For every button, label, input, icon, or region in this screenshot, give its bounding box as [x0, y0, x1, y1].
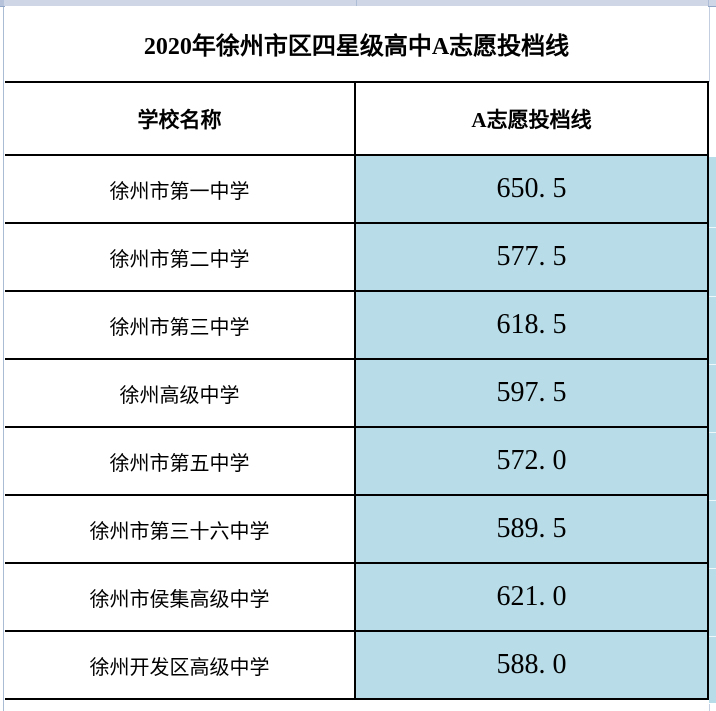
sheet-corner-cell	[0, 0, 4, 6]
score-cell: 597. 5	[354, 358, 709, 428]
score-cell: 577. 5	[354, 222, 709, 292]
table-row: 徐州市第三十六中学 589. 5	[5, 494, 709, 564]
table-row: 徐州开发区高级中学 588. 0	[5, 630, 709, 700]
school-name-cell: 徐州市第三十六中学	[5, 494, 356, 564]
school-name-cell: 徐州市第三中学	[5, 290, 356, 360]
score-cell: 588. 0	[354, 630, 709, 700]
sheet-row-gridline	[709, 500, 716, 501]
sheet-row-gridline	[709, 296, 716, 297]
table-header-row: 学校名称 A志愿投档线	[5, 81, 709, 156]
sheet-right-gridline	[709, 704, 710, 711]
school-name-cell: 徐州市第五中学	[5, 426, 356, 496]
table-title-row: 2020年徐州市区四星级高中A志愿投档线	[5, 6, 708, 82]
sheet-row-gridline	[709, 568, 716, 569]
column-header-school: 学校名称	[5, 81, 356, 156]
school-name-cell: 徐州市第二中学	[5, 222, 356, 292]
sheet-row-gridline	[709, 364, 716, 365]
table-row: 徐州市第三中学 618. 5	[5, 290, 709, 360]
school-name-cell: 徐州市第一中学	[5, 154, 356, 224]
sheet-left-gridline	[3, 7, 4, 711]
sheet-column-gridline-tick	[708, 0, 709, 6]
table-row: 徐州市侯集高级中学 621. 0	[5, 562, 709, 632]
table-row: 徐州市第五中学 572. 0	[5, 426, 709, 496]
table-row: 徐州市第一中学 650. 5	[5, 154, 709, 224]
cropped-right-column	[709, 157, 716, 703]
score-cell: 589. 5	[354, 494, 709, 564]
score-cell: 650. 5	[354, 154, 709, 224]
table-row: 徐州市第二中学 577. 5	[5, 222, 709, 292]
sheet-row-gridline	[709, 636, 716, 637]
sheet-row-gridline	[709, 432, 716, 433]
school-name-cell: 徐州开发区高级中学	[5, 630, 356, 700]
page-title: 2020年徐州市区四星级高中A志愿投档线	[5, 6, 708, 82]
score-cell: 621. 0	[354, 562, 709, 632]
sheet-row-gridline	[709, 227, 716, 228]
school-name-cell: 徐州高级中学	[5, 358, 356, 428]
admission-line-table: 2020年徐州市区四星级高中A志愿投档线 学校名称 A志愿投档线 徐州市第一中学…	[5, 6, 709, 700]
sheet-right-gridline	[709, 7, 710, 82]
score-cell: 618. 5	[354, 290, 709, 360]
school-name-cell: 徐州市侯集高级中学	[5, 562, 356, 632]
score-cell: 572. 0	[354, 426, 709, 496]
column-header-score: A志愿投档线	[354, 81, 709, 156]
sheet-column-gridline-tick	[356, 0, 357, 6]
table-row: 徐州高级中学 597. 5	[5, 358, 709, 428]
